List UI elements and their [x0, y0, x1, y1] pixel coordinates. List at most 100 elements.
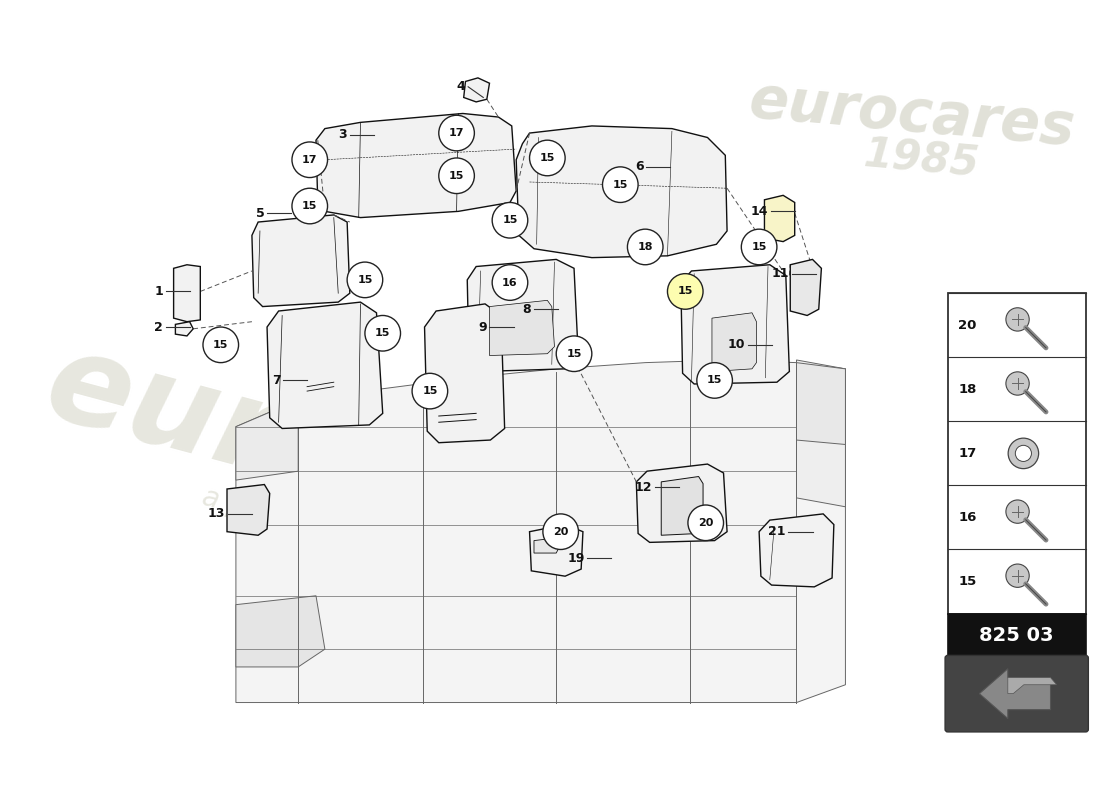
Text: eurocares: eurocares — [747, 73, 1078, 158]
Text: 15: 15 — [375, 328, 390, 338]
Text: 2: 2 — [154, 321, 163, 334]
Polygon shape — [759, 514, 834, 587]
Circle shape — [492, 202, 528, 238]
Circle shape — [1005, 564, 1030, 587]
Text: 15: 15 — [213, 340, 229, 350]
FancyBboxPatch shape — [945, 655, 1088, 732]
Text: 1985: 1985 — [861, 134, 981, 186]
Polygon shape — [979, 669, 1050, 718]
Polygon shape — [796, 360, 846, 506]
Polygon shape — [796, 362, 846, 445]
Circle shape — [696, 362, 733, 398]
Text: 20: 20 — [553, 526, 569, 537]
Circle shape — [365, 315, 400, 351]
Text: 6: 6 — [635, 160, 643, 174]
Polygon shape — [235, 596, 324, 667]
Polygon shape — [267, 302, 383, 429]
Circle shape — [627, 229, 663, 265]
Circle shape — [439, 115, 474, 151]
Polygon shape — [235, 360, 846, 702]
Polygon shape — [468, 259, 579, 371]
Text: 19: 19 — [568, 552, 585, 565]
Text: 7: 7 — [272, 374, 280, 387]
Polygon shape — [464, 78, 490, 102]
Circle shape — [603, 167, 638, 202]
Text: 15: 15 — [566, 349, 582, 358]
Circle shape — [292, 188, 328, 224]
Text: 16: 16 — [958, 511, 977, 524]
Circle shape — [492, 265, 528, 300]
Circle shape — [1005, 500, 1030, 523]
Text: 21: 21 — [768, 525, 785, 538]
FancyBboxPatch shape — [948, 614, 1086, 658]
Text: 15: 15 — [422, 386, 438, 396]
Text: 13: 13 — [208, 507, 226, 520]
Text: 15: 15 — [358, 275, 373, 285]
Polygon shape — [636, 464, 727, 542]
Text: 1: 1 — [154, 285, 163, 298]
Text: 15: 15 — [707, 375, 723, 386]
Circle shape — [543, 514, 579, 550]
Circle shape — [529, 140, 565, 176]
Text: eurocares: eurocares — [33, 322, 741, 620]
Circle shape — [741, 229, 777, 265]
Polygon shape — [175, 322, 194, 336]
Text: 15: 15 — [678, 286, 693, 297]
Text: 12: 12 — [635, 481, 652, 494]
Text: 15: 15 — [302, 201, 318, 211]
Circle shape — [1005, 308, 1030, 331]
Text: 9: 9 — [478, 321, 487, 334]
Text: 18: 18 — [638, 242, 653, 252]
Polygon shape — [529, 525, 583, 576]
Polygon shape — [425, 304, 505, 442]
Polygon shape — [661, 477, 703, 535]
Polygon shape — [712, 313, 757, 371]
Circle shape — [688, 505, 724, 541]
Text: 20: 20 — [698, 518, 714, 528]
Polygon shape — [316, 114, 516, 218]
Circle shape — [668, 274, 703, 310]
Polygon shape — [235, 400, 298, 480]
Circle shape — [292, 142, 328, 178]
Circle shape — [1005, 372, 1030, 395]
Polygon shape — [227, 485, 270, 535]
Circle shape — [439, 158, 474, 194]
Polygon shape — [490, 300, 554, 355]
Text: 825 03: 825 03 — [979, 626, 1054, 646]
Circle shape — [557, 336, 592, 371]
Polygon shape — [681, 265, 790, 384]
Text: 15: 15 — [503, 215, 518, 226]
Text: 17: 17 — [449, 128, 464, 138]
Text: 4: 4 — [456, 80, 465, 94]
Polygon shape — [516, 126, 727, 258]
Circle shape — [412, 374, 448, 409]
Polygon shape — [764, 195, 794, 242]
Circle shape — [348, 262, 383, 298]
FancyBboxPatch shape — [948, 294, 1086, 614]
Text: 8: 8 — [522, 302, 531, 316]
Text: 15: 15 — [449, 170, 464, 181]
Text: 17: 17 — [958, 447, 977, 460]
Circle shape — [1015, 446, 1032, 462]
Text: 11: 11 — [772, 267, 790, 280]
Text: 5: 5 — [255, 206, 264, 220]
Text: 14: 14 — [750, 205, 768, 218]
Text: 3: 3 — [339, 128, 348, 142]
Text: 10: 10 — [727, 338, 745, 351]
Polygon shape — [252, 215, 350, 306]
Circle shape — [1008, 438, 1038, 469]
Polygon shape — [534, 538, 561, 553]
Polygon shape — [790, 259, 822, 315]
Circle shape — [204, 327, 239, 362]
Polygon shape — [174, 265, 200, 322]
Text: a passion for parts since 1985: a passion for parts since 1985 — [199, 483, 612, 619]
Text: 20: 20 — [958, 318, 977, 332]
Polygon shape — [1008, 678, 1057, 694]
Text: 17: 17 — [302, 154, 318, 165]
Text: 15: 15 — [540, 153, 556, 163]
Text: 16: 16 — [503, 278, 518, 287]
Text: 15: 15 — [751, 242, 767, 252]
Text: 15: 15 — [613, 180, 628, 190]
Text: 15: 15 — [958, 575, 977, 588]
Text: 18: 18 — [958, 383, 977, 396]
